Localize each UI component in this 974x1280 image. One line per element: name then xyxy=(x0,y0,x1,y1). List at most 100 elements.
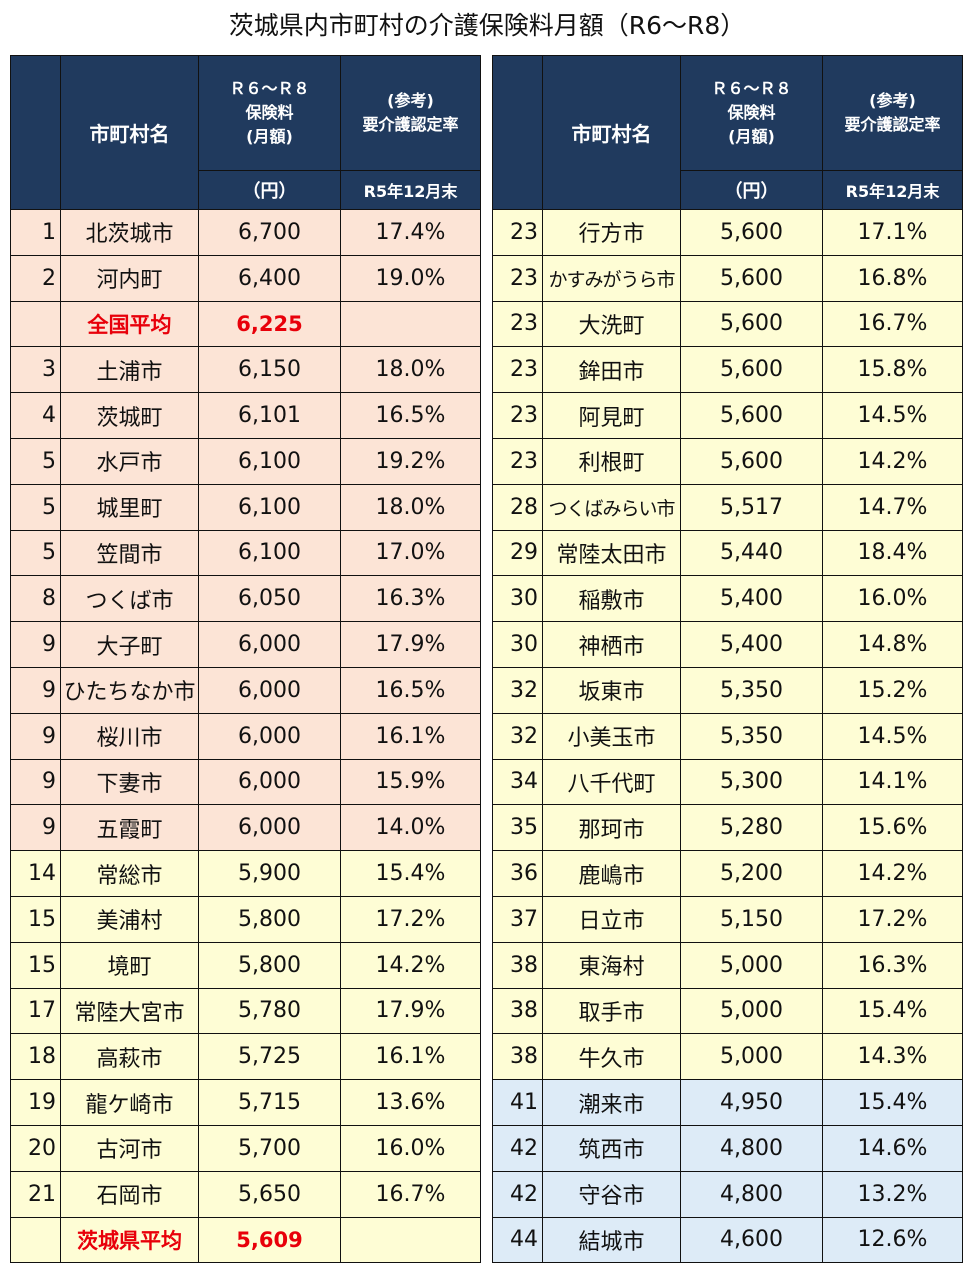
name-cell: ひたちなか市 xyxy=(60,666,199,714)
fee-cell: 5,000 xyxy=(680,1033,823,1081)
name-cell: 行方市 xyxy=(542,209,681,256)
name-cell: 龍ケ崎市 xyxy=(60,1079,199,1126)
name-cell: 河内町 xyxy=(60,254,199,302)
header-name: 市町村名 xyxy=(60,55,199,210)
rank-cell: 19 xyxy=(10,1079,61,1126)
rank-cell: 15 xyxy=(10,895,61,943)
name-cell: つくばみらい市 xyxy=(542,483,681,531)
rate-cell: 15.4% xyxy=(822,1079,963,1126)
rank-cell: 9 xyxy=(10,758,61,806)
fee-cell: 5,600 xyxy=(680,392,823,439)
rank-cell: 32 xyxy=(492,666,543,714)
rate-cell: 17.9% xyxy=(340,621,481,668)
name-cell: 常陸太田市 xyxy=(542,529,681,577)
fee-cell: 6,000 xyxy=(198,666,341,714)
rank-cell: 44 xyxy=(492,1216,543,1264)
table-row: 44 結城市 4,600 12.6% xyxy=(492,1216,963,1264)
header-fee: Ｒ６〜Ｒ８ 保険料 (月額) xyxy=(198,55,341,171)
table-row: 2 河内町 6,400 19.0% xyxy=(10,254,481,302)
name-cell: 神栖市 xyxy=(542,621,681,668)
fee-cell: 5,600 xyxy=(680,437,823,485)
fee-cell: 5,609 xyxy=(198,1216,341,1264)
fee-cell: 6,150 xyxy=(198,346,341,394)
name-cell: 那珂市 xyxy=(542,804,681,852)
name-cell: 坂東市 xyxy=(542,666,681,714)
rank-cell: 1 xyxy=(10,209,61,256)
rate-cell: 16.5% xyxy=(340,666,481,714)
name-cell: 東海村 xyxy=(542,941,681,989)
fee-cell: 5,350 xyxy=(680,666,823,714)
header-rate-date: R5年12月末 xyxy=(822,170,963,210)
table-row: 17 常陸大宮市 5,780 17.9% xyxy=(10,987,481,1035)
rate-cell xyxy=(340,1216,481,1264)
fee-cell: 5,900 xyxy=(198,850,341,897)
rate-cell: 15.2% xyxy=(822,666,963,714)
rank-cell: 28 xyxy=(492,483,543,531)
table-row: 1 北茨城市 6,700 17.4% xyxy=(10,209,481,256)
rank-cell: 23 xyxy=(492,437,543,485)
fee-cell: 5,800 xyxy=(198,941,341,989)
rate-cell: 16.7% xyxy=(822,300,963,348)
fee-cell: 4,800 xyxy=(680,1170,823,1218)
fee-cell: 5,300 xyxy=(680,758,823,806)
header-rate: (参考) 要介護認定率 xyxy=(340,55,481,171)
rate-cell: 17.0% xyxy=(340,529,481,577)
rank-cell: 37 xyxy=(492,895,543,943)
header-fee: Ｒ６〜Ｒ８ 保険料 (月額) xyxy=(680,55,823,171)
rate-cell: 16.1% xyxy=(340,712,481,760)
table-row: 36 鹿嶋市 5,200 14.2% xyxy=(492,850,963,897)
rank-cell: 30 xyxy=(492,575,543,623)
fee-cell: 5,517 xyxy=(680,483,823,531)
rate-cell: 19.0% xyxy=(340,254,481,302)
name-cell: 小美玉市 xyxy=(542,712,681,760)
table-row: 9 ひたちなか市 6,000 16.5% xyxy=(10,666,481,714)
header-fee-line3: (月額) xyxy=(246,127,293,146)
table-row: 9 桜川市 6,000 16.1% xyxy=(10,712,481,760)
table-row: 18 高萩市 5,725 16.1% xyxy=(10,1033,481,1081)
rate-cell: 19.2% xyxy=(340,437,481,485)
table-row: 34 八千代町 5,300 14.1% xyxy=(492,758,963,806)
name-cell: 阿見町 xyxy=(542,392,681,439)
name-cell: 鉾田市 xyxy=(542,346,681,394)
name-cell: 桜川市 xyxy=(60,712,199,760)
rank-cell: 23 xyxy=(492,392,543,439)
rate-cell: 16.0% xyxy=(340,1124,481,1172)
rate-cell: 17.1% xyxy=(822,209,963,256)
rank-cell: 3 xyxy=(10,346,61,394)
rate-cell: 12.6% xyxy=(822,1216,963,1264)
rate-cell: 13.6% xyxy=(340,1079,481,1126)
table-row: 20 古河市 5,700 16.0% xyxy=(10,1124,481,1172)
name-cell: 茨城県平均 xyxy=(60,1216,199,1264)
fee-cell: 6,400 xyxy=(198,254,341,302)
rank-cell: 5 xyxy=(10,529,61,577)
rate-cell: 15.4% xyxy=(340,850,481,897)
rate-cell: 15.9% xyxy=(340,758,481,806)
table-row: 35 那珂市 5,280 15.6% xyxy=(492,804,963,852)
name-cell: 五霞町 xyxy=(60,804,199,852)
table-row: 37 日立市 5,150 17.2% xyxy=(492,895,963,943)
table-row: 23 阿見町 5,600 14.5% xyxy=(492,392,963,439)
rank-cell: 5 xyxy=(10,483,61,531)
rank-cell: 32 xyxy=(492,712,543,760)
table-row: 30 稲敷市 5,400 16.0% xyxy=(492,575,963,623)
name-cell: 取手市 xyxy=(542,987,681,1035)
fee-cell: 5,000 xyxy=(680,987,823,1035)
table-row: 5 城里町 6,100 18.0% xyxy=(10,483,481,531)
name-cell: 常総市 xyxy=(60,850,199,897)
rate-cell: 18.4% xyxy=(822,529,963,577)
name-cell: 守谷市 xyxy=(542,1170,681,1218)
fee-cell: 6,000 xyxy=(198,712,341,760)
fee-cell: 4,600 xyxy=(680,1216,823,1264)
rate-cell: 17.2% xyxy=(822,895,963,943)
fee-cell: 5,600 xyxy=(680,346,823,394)
fee-cell: 5,350 xyxy=(680,712,823,760)
rate-cell: 17.2% xyxy=(340,895,481,943)
fee-cell: 5,200 xyxy=(680,850,823,897)
rate-cell: 16.8% xyxy=(822,254,963,302)
table-row: 41 潮来市 4,950 15.4% xyxy=(492,1079,963,1126)
fee-cell: 6,000 xyxy=(198,621,341,668)
header-rate-line1: (参考) xyxy=(869,91,916,110)
table-row: 42 筑西市 4,800 14.6% xyxy=(492,1124,963,1172)
header-name: 市町村名 xyxy=(542,55,681,210)
rank-cell: 23 xyxy=(492,254,543,302)
